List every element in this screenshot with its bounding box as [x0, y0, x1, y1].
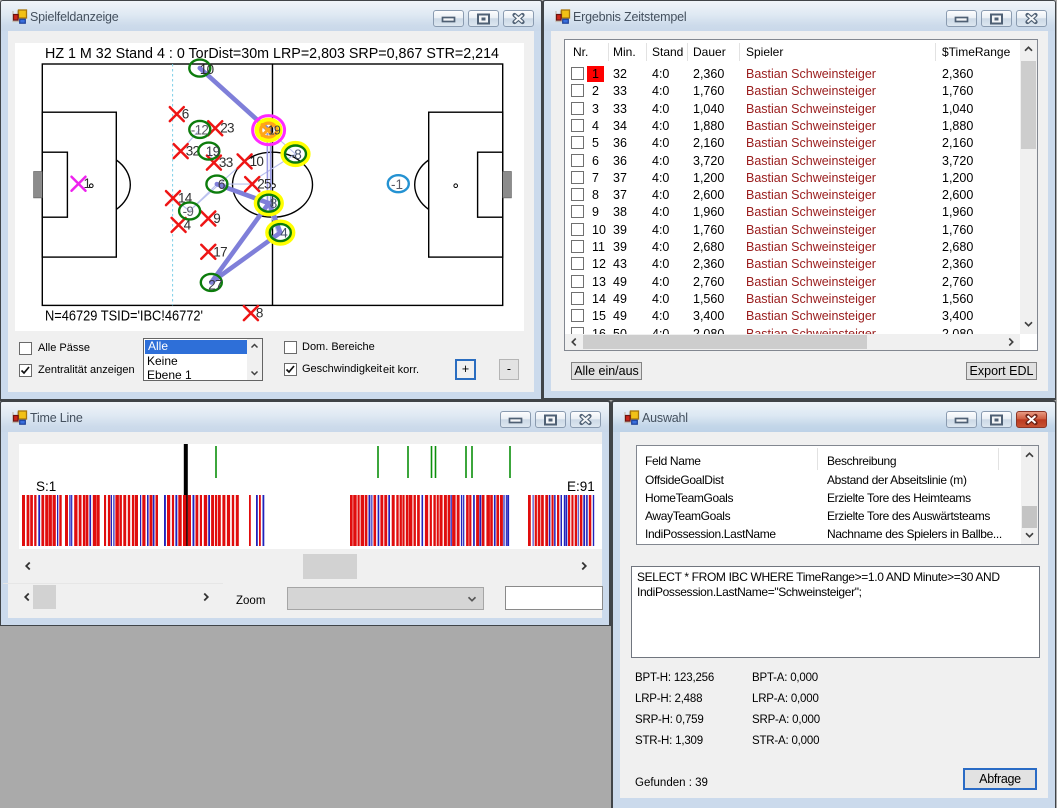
svg-text:6: 6 [182, 107, 189, 122]
svg-text:9: 9 [213, 211, 220, 226]
svg-text:17: 17 [213, 244, 227, 259]
svg-text:N=46729 TSID='IBC!46772': N=46729 TSID='IBC!46772' [45, 309, 203, 325]
svg-text:33: 33 [219, 155, 233, 170]
svg-text:4: 4 [184, 217, 192, 232]
svg-text:27: 27 [208, 277, 222, 292]
svg-text:-12: -12 [191, 122, 209, 137]
svg-text:-8: -8 [291, 147, 302, 162]
svg-text:10: 10 [250, 154, 264, 169]
svg-text:4: 4 [280, 226, 288, 241]
svg-text:-1: -1 [391, 177, 403, 192]
svg-text:-9: -9 [183, 204, 194, 219]
svg-text:S:1: S:1 [36, 479, 56, 494]
svg-text:HZ 1 M 32 Stand 4 : 0 TorDist=: HZ 1 M 32 Stand 4 : 0 TorDist=30m LRP=2,… [45, 46, 499, 62]
svg-text:8: 8 [256, 306, 263, 321]
svg-text:8: 8 [270, 196, 277, 211]
svg-text:6: 6 [218, 177, 225, 192]
svg-text:23: 23 [220, 121, 234, 136]
svg-text:E:91: E:91 [567, 479, 595, 494]
svg-text:19: 19 [268, 124, 281, 138]
svg-text:1: 1 [84, 176, 91, 191]
svg-text:19: 19 [206, 144, 220, 159]
svg-text:32: 32 [186, 144, 200, 159]
svg-text:10: 10 [200, 62, 214, 77]
svg-text:25: 25 [257, 177, 271, 192]
